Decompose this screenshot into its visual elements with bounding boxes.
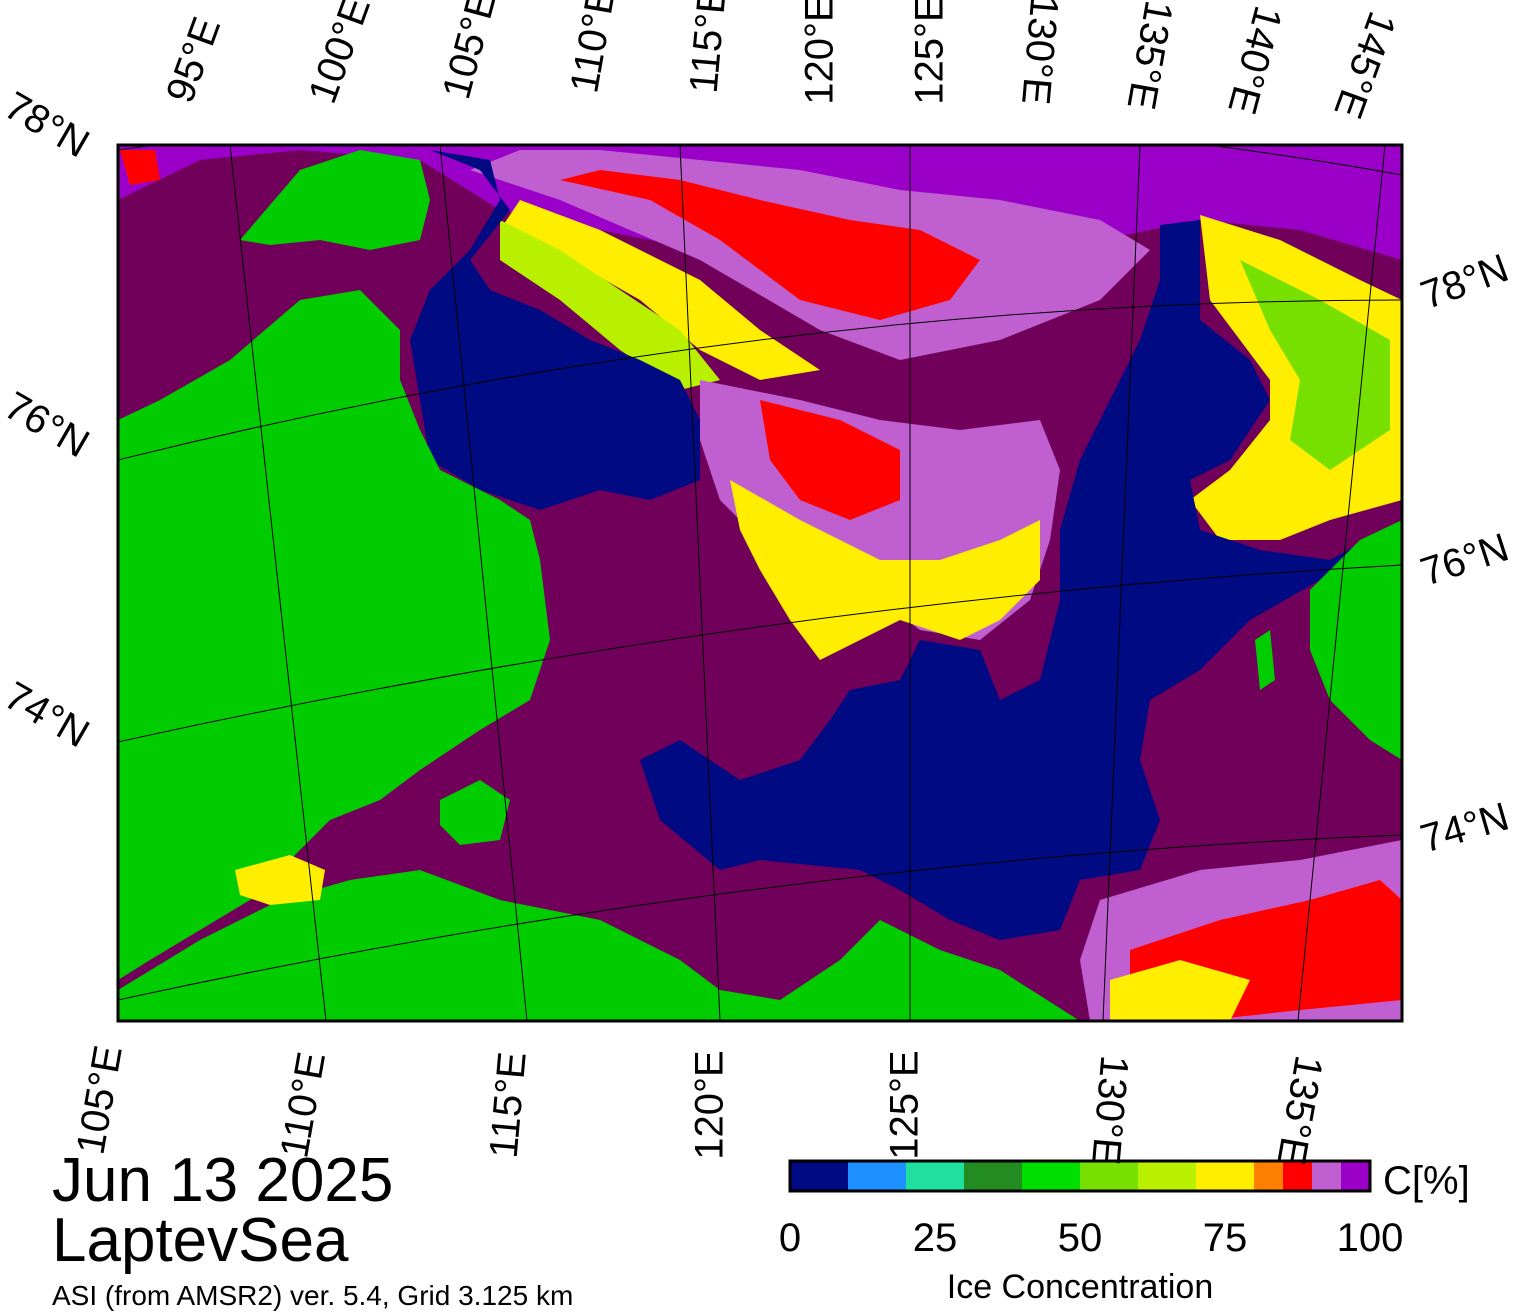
- lon-label-bottom: 130°E: [1083, 1053, 1137, 1167]
- colorbar-tick-label: 25: [912, 1216, 958, 1260]
- colorbar-swatch: [1080, 1161, 1138, 1191]
- source-note: ASI (from AMSR2) ver. 5.4, Grid 3.125 km: [52, 1280, 574, 1311]
- colorbar-swatch: [1196, 1161, 1254, 1191]
- open-water-west: [410, 150, 700, 510]
- lon-label-bottom: 125°E: [882, 1050, 927, 1160]
- date-title: Jun 13 2025: [52, 1146, 394, 1215]
- ice-west-patch: [235, 855, 325, 905]
- ice-red-band: [560, 170, 980, 320]
- land-severnaya-zemlya: [240, 150, 430, 250]
- land-new-siberian-islands: [1310, 520, 1402, 760]
- colorbar-tick-label: 50: [1057, 1216, 1103, 1260]
- colorbar-swatch: [1022, 1161, 1080, 1191]
- lon-label-bottom: 115°E: [481, 1050, 535, 1160]
- colorbar-swatch: [1312, 1161, 1341, 1191]
- map-area: [118, 145, 1402, 1021]
- region-title: LaptevSea: [52, 1206, 349, 1275]
- land-kotelny-islet: [1255, 630, 1275, 690]
- colorbar-swatch: [906, 1161, 964, 1191]
- land-siberia-south: [118, 870, 1080, 1021]
- land-taymyr: [118, 290, 550, 980]
- ice-green-band: [500, 220, 720, 390]
- central-ice-red: [760, 400, 900, 520]
- colorbar-swatch: [1138, 1161, 1196, 1191]
- colorbar-swatch: [964, 1161, 1022, 1191]
- colorbar-swatch: [790, 1161, 848, 1191]
- colorbar-unit: C[%]: [1383, 1159, 1470, 1203]
- colorbar-swatch: [1254, 1161, 1283, 1191]
- lon-label-bottom: 120°E: [687, 1050, 732, 1160]
- colorbar-swatch: [1283, 1161, 1312, 1191]
- colorbar-swatch: [848, 1161, 906, 1191]
- land-island-west: [440, 780, 510, 845]
- lon-label-top: 120°E: [797, 0, 842, 105]
- colorbar: [788, 1159, 1372, 1193]
- colorbar-tick-label: 0: [778, 1216, 802, 1260]
- open-water-east: [640, 220, 1402, 940]
- pack-ice-east-inner: [1240, 260, 1390, 470]
- lon-label-top: 130°E: [1013, 0, 1067, 107]
- ice-yellow-band: [500, 200, 820, 380]
- pack-ice-east: [1190, 215, 1402, 540]
- ice-southeast-yellow: [1110, 960, 1250, 1021]
- lon-label-top: 125°E: [907, 0, 952, 105]
- colorbar-swatch: [1341, 1161, 1370, 1191]
- ice-nw-patch: [120, 150, 160, 185]
- colorbar-tick-label: 100: [1336, 1216, 1404, 1260]
- colorbar-tick-label: 75: [1202, 1216, 1248, 1260]
- colorbar-title: Ice Concentration: [946, 1268, 1214, 1306]
- central-ice-yellow: [730, 480, 1040, 660]
- map-frame: [116, 143, 1404, 1023]
- lon-label-top: 115°E: [681, 0, 735, 95]
